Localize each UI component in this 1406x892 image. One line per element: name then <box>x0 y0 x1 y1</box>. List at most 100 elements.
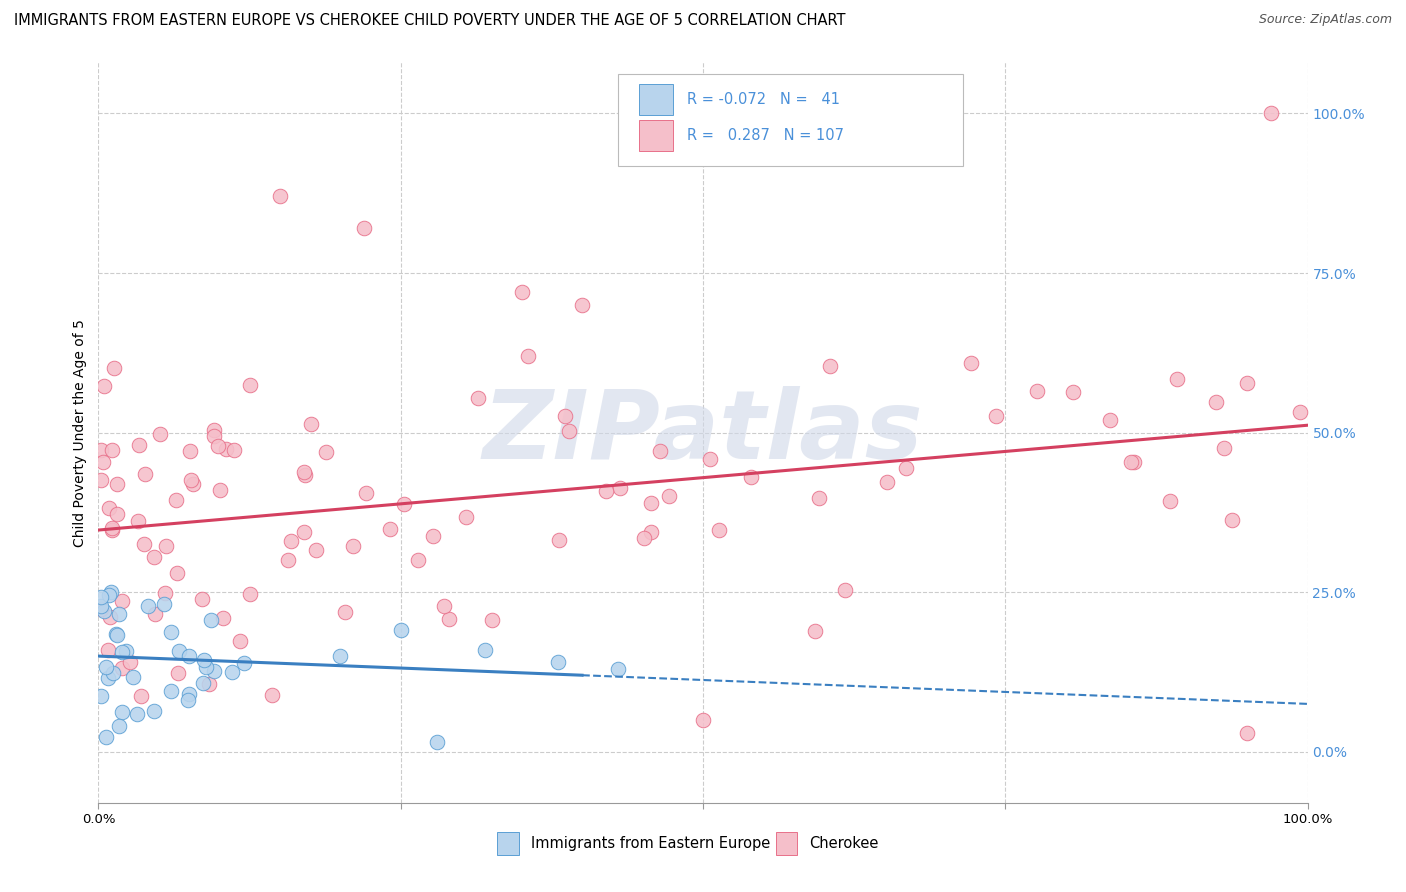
Point <box>984 409 1007 424</box>
Point <box>269 189 291 203</box>
Point <box>115 644 138 658</box>
Point <box>547 656 569 670</box>
Point <box>100 585 122 599</box>
FancyBboxPatch shape <box>619 73 963 166</box>
Point <box>609 481 631 495</box>
Point <box>90 590 112 604</box>
Point <box>142 550 165 565</box>
Bar <box>638 84 673 115</box>
Point <box>105 508 128 522</box>
Point <box>191 591 214 606</box>
Point <box>392 497 415 511</box>
Point <box>1236 376 1258 390</box>
Point <box>127 515 149 529</box>
Point <box>90 599 112 613</box>
Point <box>422 528 444 542</box>
Point <box>177 687 200 701</box>
Point <box>834 582 856 597</box>
Point <box>277 553 299 567</box>
Point <box>692 713 714 727</box>
Point <box>155 539 177 553</box>
Point <box>153 598 176 612</box>
Point <box>208 483 231 497</box>
Point <box>406 553 429 567</box>
Text: Cherokee: Cherokee <box>810 836 879 851</box>
Point <box>136 599 159 613</box>
Point <box>305 543 328 558</box>
Point <box>232 656 254 670</box>
Point <box>127 706 149 721</box>
Point <box>294 467 316 482</box>
Point <box>177 692 200 706</box>
Point <box>108 607 131 621</box>
Point <box>640 496 662 510</box>
Point <box>101 665 124 680</box>
Point <box>280 534 302 549</box>
Point <box>378 522 401 536</box>
Point <box>517 349 540 363</box>
Point <box>120 655 142 669</box>
Point <box>1119 455 1142 469</box>
Point <box>202 664 225 678</box>
Text: ZIPatlas: ZIPatlas <box>482 386 924 479</box>
Point <box>1289 405 1312 419</box>
Point <box>658 489 681 503</box>
Point <box>595 484 617 499</box>
Point <box>181 476 204 491</box>
Point <box>1026 384 1049 398</box>
Point <box>571 298 593 312</box>
Point <box>299 417 322 431</box>
Point <box>1159 493 1181 508</box>
Point <box>389 624 412 638</box>
Point <box>804 624 827 638</box>
Point <box>105 627 128 641</box>
Point <box>202 428 225 442</box>
Point <box>607 662 630 676</box>
Point <box>97 671 120 685</box>
Point <box>510 285 533 300</box>
Point <box>198 677 221 691</box>
Text: R =   0.287   N = 107: R = 0.287 N = 107 <box>688 128 844 144</box>
Point <box>143 607 166 621</box>
Point <box>129 689 152 703</box>
Point <box>353 221 375 235</box>
Point <box>90 601 112 615</box>
Point <box>121 670 143 684</box>
Point <box>153 585 176 599</box>
Point <box>97 501 120 516</box>
Point <box>292 466 315 480</box>
Point <box>194 660 217 674</box>
Point <box>1205 395 1227 409</box>
Point <box>221 665 243 680</box>
Point <box>648 444 671 458</box>
Point <box>90 473 112 487</box>
Point <box>1166 372 1188 386</box>
Text: IMMIGRANTS FROM EASTERN EUROPE VS CHEROKEE CHILD POVERTY UNDER THE AGE OF 5 CORR: IMMIGRANTS FROM EASTERN EUROPE VS CHEROK… <box>14 13 845 29</box>
Point <box>193 653 215 667</box>
Point <box>101 523 124 537</box>
Point <box>212 611 235 625</box>
Point <box>191 676 214 690</box>
Point <box>554 409 576 423</box>
Point <box>467 391 489 405</box>
Point <box>160 684 183 698</box>
Point <box>558 424 581 438</box>
Point <box>1236 725 1258 739</box>
Point <box>166 666 188 681</box>
Point <box>160 625 183 640</box>
Text: Source: ZipAtlas.com: Source: ZipAtlas.com <box>1258 13 1392 27</box>
Point <box>128 438 150 452</box>
Point <box>329 648 352 663</box>
Point <box>740 470 762 484</box>
Point <box>169 644 191 658</box>
Point <box>896 461 918 475</box>
Point <box>239 377 262 392</box>
Point <box>960 356 983 370</box>
Point <box>633 531 655 545</box>
Point <box>177 649 200 664</box>
Point <box>640 525 662 540</box>
Point <box>111 645 134 659</box>
Point <box>262 688 284 702</box>
Point <box>818 359 841 373</box>
Point <box>166 566 188 581</box>
